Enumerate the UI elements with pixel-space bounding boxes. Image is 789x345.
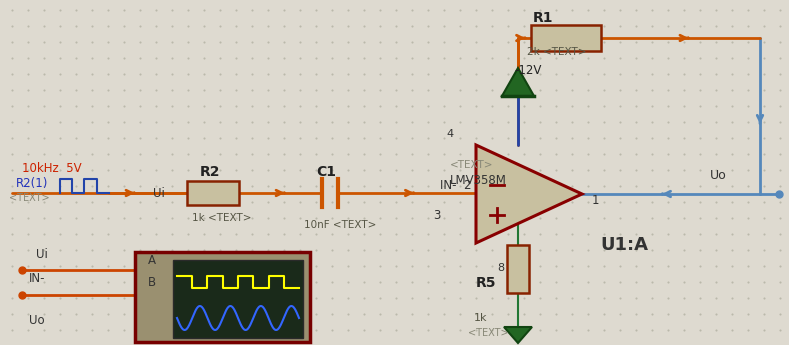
Text: <TEXT>: <TEXT> [450, 160, 493, 170]
Bar [507, 245, 529, 293]
Text: IN-  2: IN- 2 [440, 178, 472, 191]
Text: R2(1): R2(1) [16, 177, 48, 189]
Text: R5: R5 [476, 276, 496, 290]
Text: 4: 4 [446, 129, 453, 139]
Text: R1: R1 [533, 11, 554, 25]
Text: U1:A: U1:A [600, 236, 648, 254]
Text: <TEXT>: <TEXT> [9, 193, 50, 203]
Text: 1k <TEXT>: 1k <TEXT> [192, 213, 252, 223]
Text: 10nF <TEXT>: 10nF <TEXT> [304, 220, 376, 230]
Polygon shape [502, 68, 534, 96]
Text: 2k <TEXT>: 2k <TEXT> [527, 47, 586, 57]
Text: 10kHz  5V: 10kHz 5V [22, 161, 81, 175]
Text: B: B [148, 276, 156, 289]
Text: A: A [148, 254, 156, 266]
Text: Uo: Uo [710, 168, 727, 181]
Bar [135, 252, 310, 342]
Bar [531, 25, 601, 51]
Text: 1k: 1k [474, 313, 488, 323]
Text: LMV358M: LMV358M [450, 174, 507, 187]
Text: -12V: -12V [514, 63, 541, 77]
Polygon shape [504, 327, 532, 343]
Text: 8: 8 [497, 263, 504, 273]
Text: 1: 1 [592, 194, 600, 207]
Bar [173, 260, 303, 338]
Text: Ui: Ui [36, 248, 48, 262]
Text: Ui: Ui [153, 187, 165, 199]
Text: 3: 3 [433, 208, 440, 221]
Text: C1: C1 [316, 165, 336, 179]
Bar [187, 181, 239, 205]
Text: IN-: IN- [29, 272, 46, 285]
Text: R2: R2 [200, 165, 220, 179]
Text: Uo: Uo [29, 314, 45, 326]
Polygon shape [476, 145, 582, 243]
Text: <TEXT>: <TEXT> [468, 328, 509, 338]
